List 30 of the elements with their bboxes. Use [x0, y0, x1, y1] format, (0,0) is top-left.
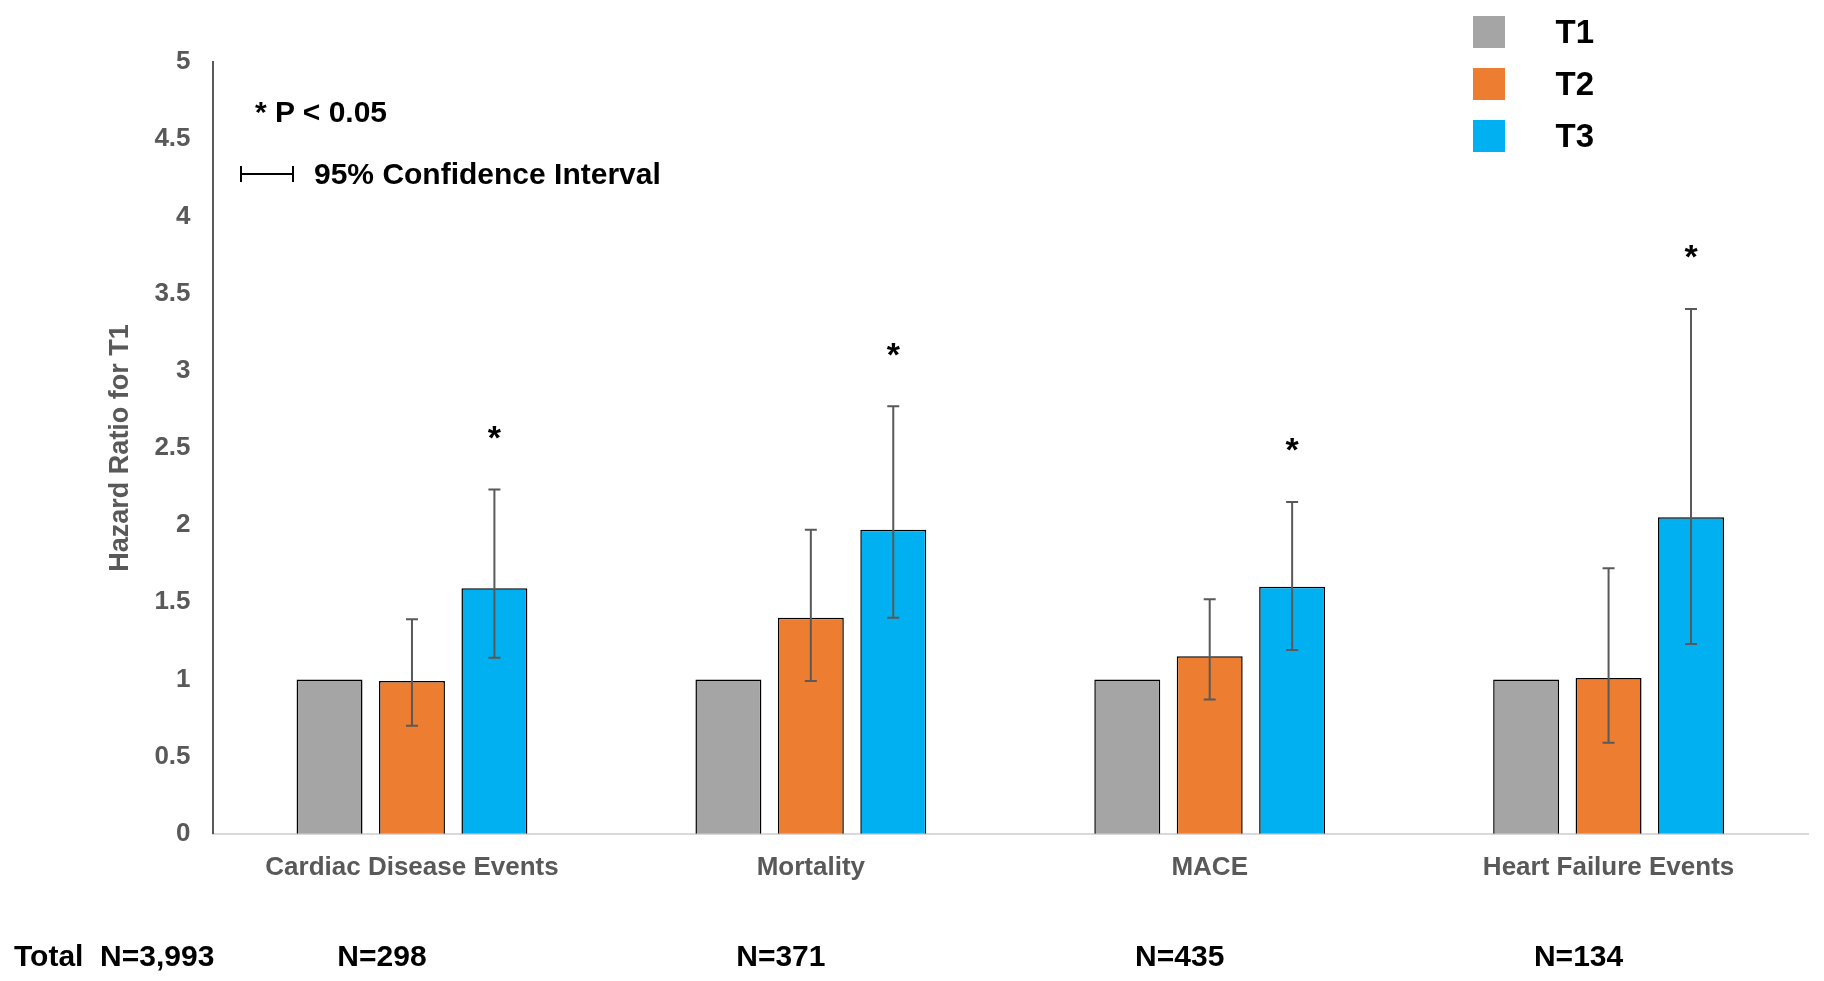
y-tick-label: 4.5	[154, 122, 191, 153]
y-tick-label: 1	[176, 662, 191, 693]
text: N=435	[1135, 939, 1225, 973]
legend-label: T3	[1555, 117, 1594, 155]
text: N=134	[1533, 939, 1624, 973]
y-tick-label: 4	[176, 199, 192, 230]
y-tick-label: 0	[176, 816, 191, 847]
x-tick-label: Cardiac Disease Events	[265, 850, 559, 881]
y-tick-label: 3.5	[154, 276, 191, 307]
y-tick-label: 2	[176, 508, 191, 539]
annotation: * P < 0.05	[255, 95, 388, 129]
y-tick-label: 5	[176, 45, 191, 76]
x-tick-label: Heart Failure Events	[1482, 850, 1735, 881]
legend-label: T2	[1555, 65, 1594, 103]
legend-label: T1	[1555, 13, 1594, 51]
text: N=298	[337, 939, 427, 973]
y-tick-label: 2.5	[154, 431, 191, 462]
text: N=371	[736, 939, 826, 973]
annotation: 95% Confidence Interval	[314, 157, 661, 191]
x-tick-label: Mortality	[756, 850, 866, 881]
y-tick-label: 1.5	[154, 585, 191, 616]
y-tick-label: 0.5	[154, 739, 191, 770]
annotation: *	[1285, 430, 1300, 469]
annotation: *	[886, 334, 901, 373]
text: Total N=3,993	[14, 939, 215, 973]
x-tick-label: MACE	[1171, 850, 1248, 881]
annotation: *	[487, 417, 502, 456]
annotation: *	[1684, 237, 1699, 276]
y-axis-title: Hazard Ratio for T1	[103, 324, 134, 572]
y-tick-label: 3	[176, 353, 191, 384]
